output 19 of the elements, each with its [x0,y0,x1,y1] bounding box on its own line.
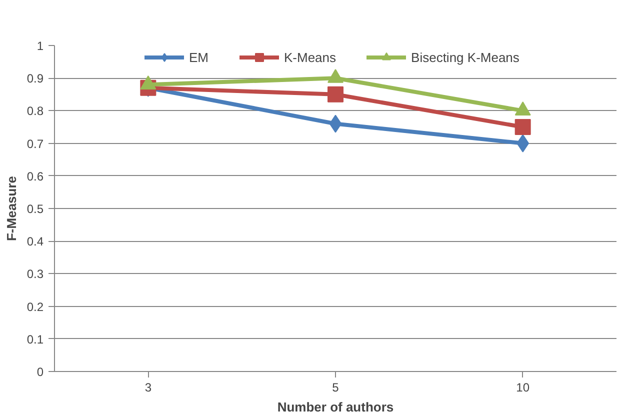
x-axis-title: Number of authors [277,400,394,414]
x-tick-label: 3 [144,380,152,394]
y-tick-label: 0.6 [26,169,44,184]
y-tick-label: 1 [36,39,44,53]
y-axis-title: F-Measure [4,176,19,242]
legend-label: Bisecting K-Means [411,50,520,64]
x-tick-label: 5 [332,380,340,394]
y-tick-label: 0.3 [26,267,44,282]
x-tick-label: 10 [516,380,530,394]
legend-label: EM [189,50,209,64]
y-tick-label: 0 [36,365,44,379]
y-tick-label: 0.9 [26,72,44,86]
y-tick-label: 0.4 [26,234,44,249]
y-tick-label: 0.5 [26,202,44,216]
y-tick-label: 0.1 [26,332,44,346]
y-tick-label: 0.2 [26,300,44,314]
legend-label: K-Means [284,50,336,64]
y-tick-label: 0.8 [26,104,44,118]
y-tick-label: 0.7 [26,136,44,151]
